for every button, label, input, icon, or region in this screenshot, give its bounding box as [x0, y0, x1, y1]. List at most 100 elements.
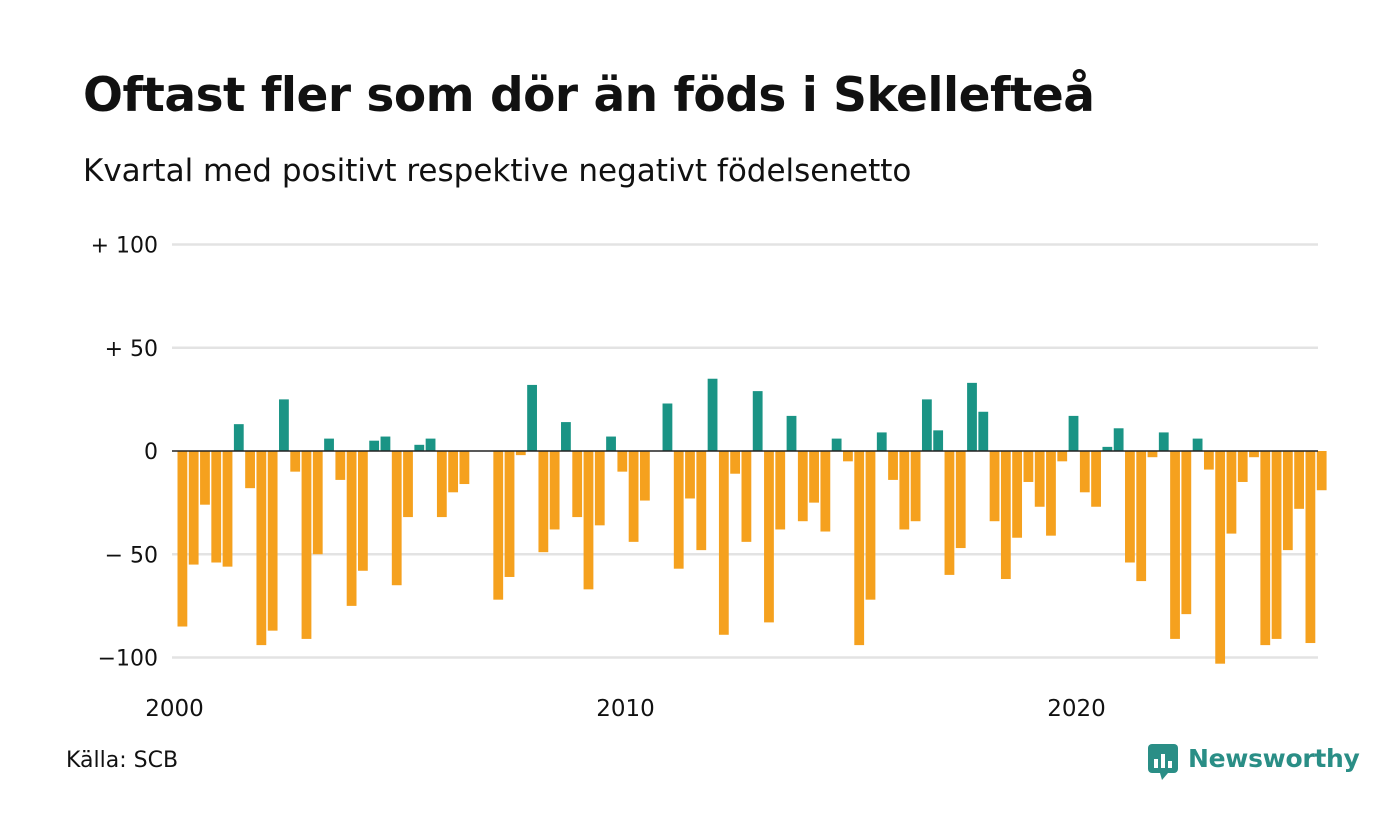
- bar-negative: [1079, 451, 1090, 493]
- bar-negative: [1271, 451, 1282, 639]
- bar-negative: [1260, 451, 1271, 646]
- bar-negative: [200, 451, 210, 505]
- bar-negative: [888, 451, 898, 480]
- y-tick-label: + 100: [91, 234, 158, 259]
- bar-negative: [459, 451, 470, 485]
- x-tick-label: 2010: [596, 696, 655, 722]
- bar-chart: + 100 + 50 0 − 50 −100 2000 2010 2020: [91, 234, 1327, 722]
- bar-negative: [1091, 451, 1101, 507]
- bar-positive: [752, 391, 763, 451]
- bar-negative: [1170, 451, 1180, 639]
- x-tick-label: 2020: [1047, 696, 1106, 722]
- bar-negative: [177, 451, 188, 627]
- bar-negative: [685, 451, 695, 499]
- bar-negative: [1305, 451, 1316, 644]
- bar-negative: [188, 451, 199, 565]
- bar-positive: [978, 411, 989, 451]
- bar-negative: [741, 451, 752, 542]
- bar-positive: [380, 436, 391, 452]
- newsworthy-logo-icon: [1148, 744, 1178, 780]
- bar-negative: [312, 451, 323, 555]
- bar-positive: [527, 384, 537, 451]
- bar-positive: [1068, 415, 1079, 451]
- bar-positive: [707, 378, 718, 451]
- bar-negative: [764, 451, 774, 623]
- bar-positive: [967, 382, 977, 451]
- bar-negative: [245, 451, 255, 489]
- bar-negative: [910, 451, 921, 522]
- bar-negative: [1034, 451, 1045, 507]
- bar-positive: [561, 422, 571, 451]
- bar-negative: [989, 451, 1000, 522]
- bar-negative: [1046, 451, 1056, 536]
- bar-negative: [1215, 451, 1226, 664]
- brand-name: Newsworthy: [1188, 744, 1360, 773]
- bar-negative: [290, 451, 301, 472]
- bar-positive: [662, 403, 673, 451]
- bar-negative: [357, 451, 368, 571]
- bar-negative: [515, 451, 526, 456]
- bar-negative: [335, 451, 346, 480]
- bar-negative: [504, 451, 515, 577]
- bar-negative: [1000, 451, 1011, 580]
- bar-negative: [1181, 451, 1192, 615]
- bar-positive: [921, 399, 932, 452]
- y-tick-label: −100: [98, 647, 158, 672]
- bar-negative: [493, 451, 504, 600]
- bar-positive: [933, 430, 944, 451]
- bar-negative: [865, 451, 876, 600]
- bar-positive: [786, 415, 797, 451]
- bar-negative: [899, 451, 910, 530]
- x-tick-label: 2000: [145, 696, 204, 722]
- bar-negative: [267, 451, 278, 631]
- bar-negative: [436, 451, 447, 518]
- source-label: Källa: SCB: [66, 748, 179, 773]
- bar-negative: [1023, 451, 1034, 482]
- bar-negative: [1237, 451, 1248, 482]
- bar-negative: [222, 451, 233, 567]
- bar-negative: [797, 451, 808, 522]
- x-axis-ticks: 2000 2010 2020: [145, 696, 1106, 722]
- y-tick-label: + 50: [105, 337, 158, 362]
- bar-positive: [324, 438, 334, 451]
- bar-positive: [233, 424, 244, 451]
- bar-negative: [1203, 451, 1214, 470]
- bar-negative: [820, 451, 831, 532]
- bar-negative: [1316, 451, 1327, 491]
- bar-negative: [673, 451, 684, 569]
- y-axis-ticks: + 100 + 50 0 − 50 −100: [91, 234, 158, 672]
- bar-positive: [1102, 446, 1113, 451]
- bar-negative: [1136, 451, 1147, 582]
- bar-negative: [346, 451, 357, 606]
- bar-negative: [448, 451, 459, 493]
- bar-positive: [414, 444, 425, 452]
- bar-negative: [809, 451, 819, 503]
- bar-positive: [831, 438, 842, 451]
- bar-negative: [211, 451, 222, 563]
- bar-negative: [1125, 451, 1135, 563]
- bar-negative: [1249, 451, 1259, 458]
- bar-positive: [425, 438, 436, 451]
- bar-negative: [775, 451, 786, 530]
- bar-positive: [606, 436, 616, 452]
- bar-negative: [696, 451, 707, 551]
- bar-negative: [1012, 451, 1023, 538]
- bar-negative: [594, 451, 605, 526]
- bar-negative: [256, 451, 267, 646]
- bar-positive: [1158, 432, 1169, 452]
- bar-negative: [301, 451, 312, 639]
- bar-negative: [628, 451, 639, 542]
- bar-negative: [718, 451, 729, 635]
- bar-negative: [854, 451, 865, 646]
- bar-negative: [403, 451, 413, 518]
- y-tick-label: − 50: [105, 543, 158, 568]
- bar-negative: [1226, 451, 1237, 534]
- bar-positive: [1192, 438, 1203, 451]
- chart-title: Oftast fler som dör än föds i Skellefteå: [83, 68, 1095, 123]
- bar-negative: [944, 451, 955, 575]
- bar-negative: [538, 451, 549, 553]
- bar-negative: [1057, 451, 1068, 462]
- bar-negative: [391, 451, 402, 586]
- bar-negative: [730, 451, 741, 474]
- bar-negative: [639, 451, 650, 501]
